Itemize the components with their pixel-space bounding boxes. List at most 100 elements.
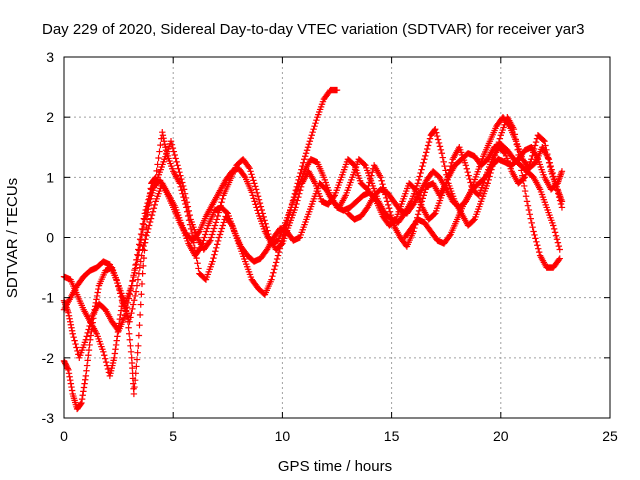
data-point (133, 363, 140, 370)
data-point (183, 199, 191, 206)
data-point (423, 149, 430, 156)
data-point (137, 236, 145, 244)
data-point (180, 186, 188, 193)
data-point (547, 162, 554, 170)
data-point (535, 245, 542, 252)
data-point (186, 211, 193, 219)
data-point (198, 243, 205, 250)
data-point (142, 212, 149, 220)
data-point (77, 400, 85, 408)
data-point (92, 303, 99, 310)
data-point (254, 193, 262, 200)
y-tick-label: 2 (46, 109, 54, 125)
data-point (82, 372, 90, 380)
chart-title: Day 229 of 2020, Sidereal Day-to-day VTE… (42, 21, 584, 38)
data-point (496, 135, 504, 142)
data-point (67, 318, 74, 325)
data-point (520, 177, 527, 184)
data-point (493, 145, 501, 153)
data-point (212, 219, 220, 226)
data-point (126, 336, 134, 343)
data-point (438, 150, 446, 157)
data-point (551, 176, 558, 184)
data-point (173, 158, 180, 166)
data-point (83, 367, 90, 374)
data-point (159, 132, 167, 139)
data-point (134, 276, 142, 283)
data-point (94, 289, 101, 296)
data-point (246, 165, 253, 172)
data-point (90, 315, 97, 322)
data-point (552, 232, 560, 239)
data-point (71, 337, 78, 344)
data-point (433, 129, 440, 136)
data-point (270, 269, 277, 276)
data-point (65, 366, 72, 374)
data-point (143, 232, 150, 239)
data-point (423, 145, 431, 153)
data-point (526, 211, 534, 218)
data-point (145, 202, 152, 209)
data-point (272, 262, 279, 270)
data-point (151, 201, 158, 209)
data-point (554, 239, 562, 246)
data-point (304, 144, 312, 151)
data-point (131, 376, 139, 384)
data-point (491, 152, 499, 160)
data-point (550, 173, 557, 180)
data-point (462, 162, 470, 169)
data-point (88, 327, 95, 335)
data-point (138, 225, 146, 233)
data-point (287, 207, 294, 215)
data-point (129, 278, 136, 285)
data-point (194, 260, 201, 267)
data-point (117, 311, 124, 319)
data-point (144, 229, 151, 236)
data-point (558, 204, 566, 211)
data-point (301, 156, 308, 163)
data-point (251, 198, 258, 205)
data-point (132, 265, 139, 272)
data-point (200, 237, 207, 244)
data-point (441, 162, 448, 170)
data-point (102, 358, 110, 366)
data-point (126, 330, 133, 337)
data-point (68, 324, 75, 331)
data-point (136, 311, 144, 319)
series-track-6 (401, 113, 566, 247)
data-point (114, 333, 121, 340)
data-point (131, 292, 139, 300)
data-point (179, 182, 187, 190)
data-point (153, 167, 160, 175)
data-point (184, 203, 192, 210)
data-point (333, 86, 341, 94)
data-point (556, 255, 563, 262)
data-point (213, 244, 220, 252)
data-point (448, 159, 456, 166)
data-point (250, 177, 257, 184)
data-point (132, 288, 140, 295)
data-point (210, 254, 217, 262)
data-point (159, 129, 166, 136)
data-point (134, 349, 141, 356)
data-point (524, 202, 532, 209)
data-point (68, 383, 75, 391)
data-point (465, 172, 472, 179)
data-point (128, 309, 135, 317)
data-point (131, 269, 138, 276)
data-point (494, 142, 502, 149)
axis-ticks (63, 56, 611, 419)
data-point (190, 239, 197, 246)
data-point (252, 183, 259, 190)
y-axis-label: SDTVAR / TECUs (4, 178, 21, 298)
data-point (85, 352, 92, 359)
data-point (148, 211, 156, 219)
data-point (522, 193, 530, 200)
data-point (127, 348, 135, 356)
data-point (81, 380, 88, 387)
data-point (535, 248, 543, 256)
data-point (133, 260, 140, 268)
data-point (446, 232, 453, 239)
data-point (431, 211, 438, 218)
data-point (253, 189, 261, 197)
